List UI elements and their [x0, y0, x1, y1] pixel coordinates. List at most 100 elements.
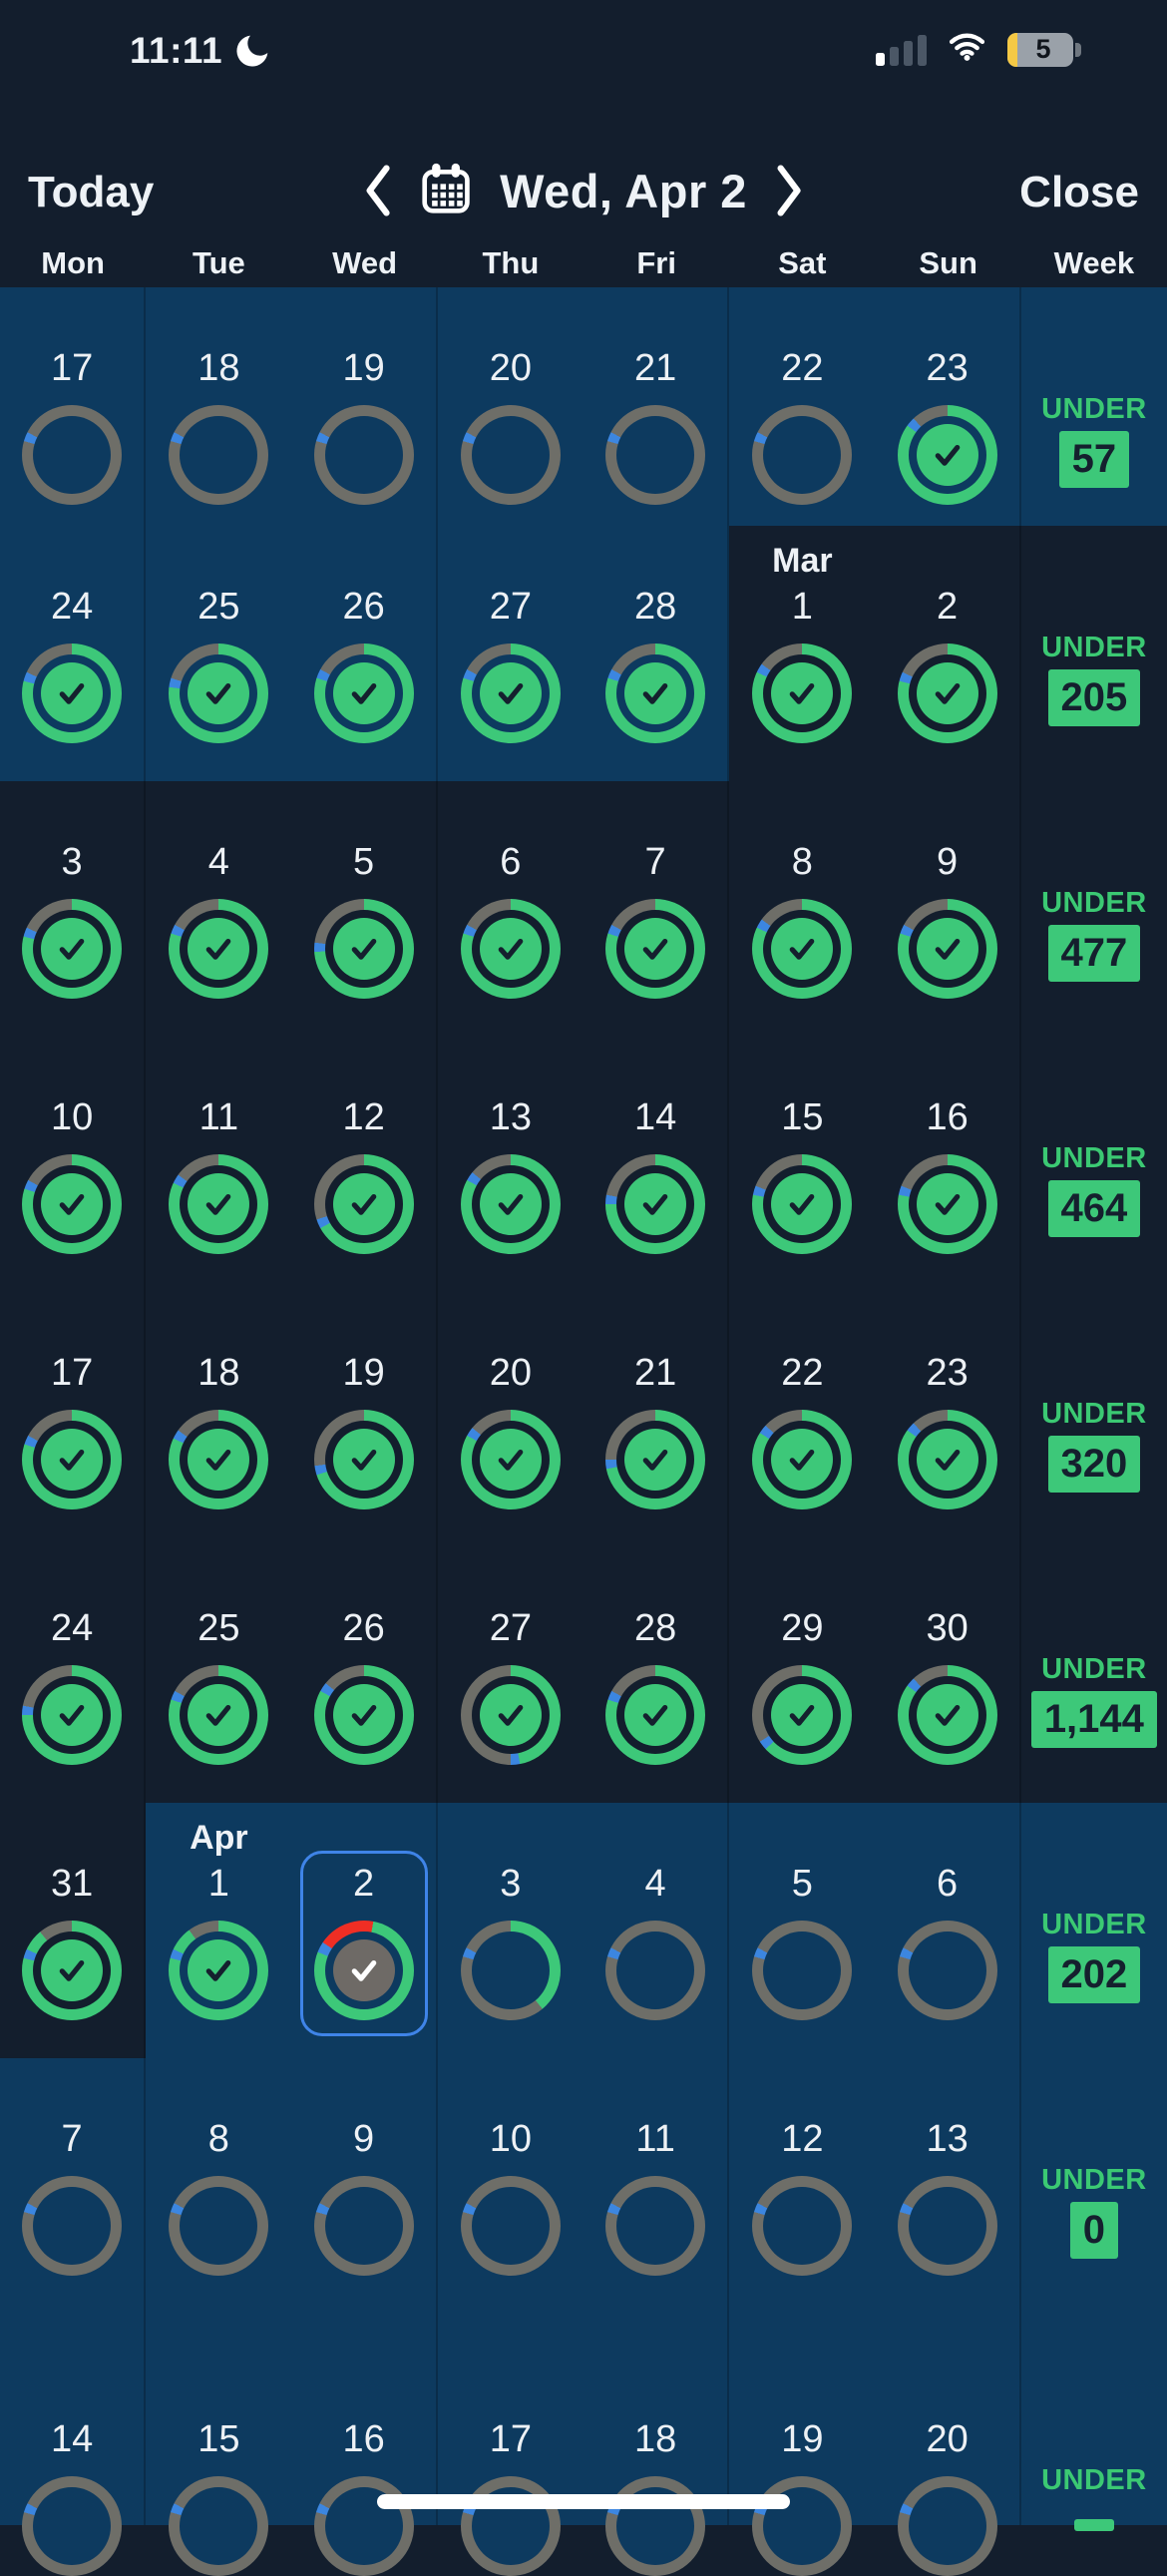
- day-cell-2[interactable]: 2: [291, 1803, 438, 2058]
- week-summary-cell: UNDER 0: [1020, 2058, 1167, 2314]
- day-cell-15[interactable]: 15: [146, 2314, 292, 2576]
- check-icon: [59, 1704, 85, 1726]
- battery-level-fill: [1007, 32, 1017, 67]
- day-cell-21[interactable]: 21: [584, 287, 730, 526]
- day-cell-4[interactable]: 4: [146, 781, 291, 1037]
- day-complete-check: [479, 1429, 542, 1491]
- day-cell-2[interactable]: 2: [876, 526, 1021, 781]
- progress-ring-hole: [908, 2187, 986, 2265]
- day-cell-1-mar[interactable]: Mar 1: [729, 526, 875, 781]
- cellular-signal-icon: [876, 34, 927, 66]
- check-icon: [642, 682, 668, 704]
- day-cell-5[interactable]: 5: [292, 781, 438, 1037]
- calendar-week-row: 7 8 9 10 11 12 13 UNDER 0: [0, 2058, 1167, 2314]
- day-cell-17[interactable]: 17: [0, 287, 147, 526]
- day-cell-7[interactable]: 7: [584, 781, 730, 1037]
- day-cell-13[interactable]: 13: [438, 1037, 584, 1292]
- day-cell-10[interactable]: 10: [437, 2058, 584, 2314]
- day-complete-check: [188, 1939, 250, 2001]
- day-cell-28[interactable]: 28: [584, 1547, 730, 1803]
- day-cell-19[interactable]: 19: [292, 1292, 438, 1547]
- day-cell-30[interactable]: 30: [876, 1547, 1021, 1803]
- calendar-week-row: 24 25 26 27 28 29 30 UNDER 1,144: [0, 1547, 1167, 1803]
- day-cell-25[interactable]: 25: [146, 526, 292, 781]
- day-cell-9[interactable]: 9: [876, 781, 1021, 1037]
- day-cell-17[interactable]: 17: [0, 1292, 147, 1547]
- today-check: [332, 1939, 395, 2001]
- day-number: 2: [353, 1863, 375, 1905]
- day-cell-9[interactable]: 9: [291, 2058, 438, 2314]
- day-cell-4[interactable]: 4: [584, 1803, 730, 2058]
- day-cell-20[interactable]: 20: [437, 287, 584, 526]
- day-cell-14[interactable]: 14: [584, 1037, 730, 1292]
- day-number: 28: [633, 1607, 677, 1649]
- day-complete-check: [41, 1684, 104, 1746]
- day-cell-29[interactable]: 29: [729, 1547, 875, 1803]
- day-cell-8[interactable]: 8: [146, 2058, 292, 2314]
- day-cell-22[interactable]: 22: [729, 287, 876, 526]
- day-cell-24[interactable]: 24: [0, 526, 147, 781]
- day-cell-20[interactable]: 20: [875, 2314, 1021, 2576]
- day-cell-19[interactable]: 19: [291, 287, 438, 526]
- check-icon: [351, 1704, 376, 1726]
- day-complete-check: [188, 1429, 250, 1491]
- day-number: 21: [633, 347, 677, 389]
- day-cell-26[interactable]: 26: [292, 1547, 438, 1803]
- day-cell-21[interactable]: 21: [584, 1292, 730, 1547]
- day-cell-1-apr[interactable]: Apr 1: [146, 1803, 292, 2058]
- day-cell-23[interactable]: 23: [876, 1292, 1021, 1547]
- day-number: 12: [342, 1096, 385, 1138]
- day-cell-24[interactable]: 24: [0, 1547, 147, 1803]
- day-cell-15[interactable]: 15: [729, 1037, 875, 1292]
- progress-ring: [752, 1921, 853, 2020]
- day-cell-11[interactable]: 11: [146, 1037, 291, 1292]
- day-cell-7[interactable]: 7: [0, 2058, 147, 2314]
- check-icon: [206, 1449, 231, 1471]
- day-cell-18[interactable]: 18: [146, 287, 292, 526]
- day-number: 23: [926, 1352, 969, 1394]
- weekday-label-wed: Wed: [332, 245, 398, 280]
- check-icon: [498, 938, 524, 960]
- day-number: 19: [342, 347, 385, 389]
- day-cell-5[interactable]: 5: [729, 1803, 876, 2058]
- day-cell-23[interactable]: 23: [875, 287, 1021, 526]
- day-cell-27[interactable]: 27: [438, 1547, 584, 1803]
- day-cell-27[interactable]: 27: [437, 526, 584, 781]
- day-cell-31[interactable]: 31: [0, 1803, 147, 2058]
- prev-day-button[interactable]: [364, 165, 392, 216]
- day-cell-18[interactable]: 18: [146, 1292, 291, 1547]
- day-cell-16[interactable]: 16: [876, 1037, 1021, 1292]
- day-cell-3[interactable]: 3: [437, 1803, 584, 2058]
- day-cell-14[interactable]: 14: [0, 2314, 147, 2576]
- day-cell-6[interactable]: 6: [875, 1803, 1021, 2058]
- day-complete-check: [41, 1173, 104, 1235]
- day-number: 7: [61, 2118, 83, 2160]
- day-cell-22[interactable]: 22: [729, 1292, 875, 1547]
- day-cell-20[interactable]: 20: [438, 1292, 584, 1547]
- day-cell-12[interactable]: 12: [729, 2058, 876, 2314]
- day-cell-10[interactable]: 10: [0, 1037, 147, 1292]
- progress-ring: [752, 1154, 853, 1254]
- day-number: 4: [207, 841, 229, 883]
- day-cell-25[interactable]: 25: [146, 1547, 291, 1803]
- day-number: 11: [198, 1096, 239, 1138]
- day-cell-26[interactable]: 26: [291, 526, 438, 781]
- calendar-icon[interactable]: [420, 162, 472, 220]
- progress-ring: [897, 1921, 997, 2020]
- home-indicator[interactable]: [377, 2494, 790, 2509]
- day-number: 18: [197, 347, 240, 389]
- day-cell-12[interactable]: 12: [292, 1037, 438, 1292]
- day-number: 8: [791, 841, 813, 883]
- day-cell-28[interactable]: 28: [584, 526, 730, 781]
- close-button[interactable]: Close: [1019, 168, 1139, 216]
- day-cell-8[interactable]: 8: [729, 781, 875, 1037]
- next-day-button[interactable]: [775, 165, 803, 216]
- day-cell-6[interactable]: 6: [438, 781, 584, 1037]
- progress-ring-hole: [763, 1932, 842, 2009]
- day-cell-13[interactable]: 13: [875, 2058, 1021, 2314]
- progress-ring: [752, 2176, 853, 2276]
- day-cell-11[interactable]: 11: [584, 2058, 730, 2314]
- weekday-label-mon: Mon: [41, 245, 105, 280]
- day-cell-3[interactable]: 3: [0, 781, 147, 1037]
- today-button[interactable]: Today: [28, 168, 155, 216]
